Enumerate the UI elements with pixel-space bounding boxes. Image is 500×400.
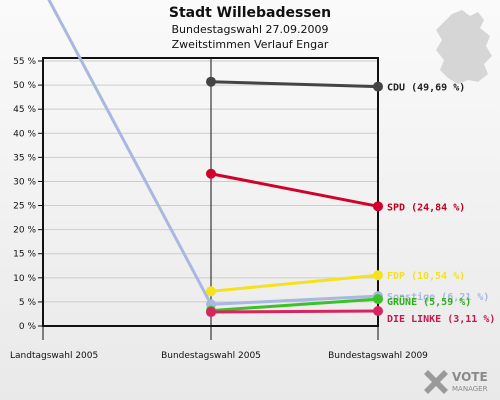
series-end-label: CDU (49,69 %) xyxy=(387,83,465,94)
y-tick-label: 35 % xyxy=(13,153,36,163)
data-point xyxy=(373,306,383,317)
series-layer xyxy=(47,0,383,318)
x-tick-label: Bundestagswahl 2005 xyxy=(161,351,261,361)
data-point xyxy=(206,76,216,87)
y-tick-label: 50 % xyxy=(13,81,36,91)
y-tick-label: 25 % xyxy=(13,202,36,212)
logo-text-bottom: MANAGER xyxy=(452,385,488,393)
y-tick-label: 30 % xyxy=(13,177,36,187)
series-end-label: Sonstige (6,21 %) xyxy=(387,291,489,303)
data-point xyxy=(206,286,216,297)
logo-text-top: VOTE xyxy=(452,370,488,384)
series-cdu xyxy=(206,76,383,92)
data-point xyxy=(373,81,383,92)
data-point xyxy=(373,201,383,212)
data-point xyxy=(206,168,216,179)
x-tick-label: Landtagswahl 2005 xyxy=(10,351,98,361)
y-tick-label: 20 % xyxy=(13,226,36,236)
y-tick-label: 0 % xyxy=(19,322,37,332)
germany-map-icon xyxy=(436,10,492,84)
series-labels: Sonstige (6,21 %) CDU (49,69 %) SPD (24,84… xyxy=(387,83,495,325)
series-end-label: SPD (24,84 %) xyxy=(387,202,465,213)
series-line xyxy=(210,80,379,89)
y-tick-label: 45 % xyxy=(13,105,36,115)
series-line xyxy=(210,309,379,314)
chart-subtitle: Bundestagswahl 27.09.2009 xyxy=(172,23,329,36)
data-point xyxy=(373,294,383,305)
y-tick-label: 10 % xyxy=(13,274,36,284)
vote-manager-logo: VOTE MANAGER xyxy=(424,370,488,394)
series-end-label: DIE LINKE (3,11 %) xyxy=(387,314,495,325)
x-axis: Landtagswahl 2005 Bundestagswahl 2005 Bund… xyxy=(10,58,428,361)
series-line xyxy=(210,172,379,208)
chart-subtitle-2: Zweitstimmen Verlauf Engar xyxy=(172,38,329,51)
series-spd xyxy=(206,168,383,212)
y-tick-label: 40 % xyxy=(13,129,36,139)
y-tick-label: 55 % xyxy=(13,57,36,67)
data-point xyxy=(373,270,383,281)
series-fdp xyxy=(206,270,383,297)
series-line xyxy=(210,297,379,313)
series-die-linke xyxy=(206,306,383,318)
x-tick-label: Bundestagswahl 2009 xyxy=(328,351,428,361)
y-tick-label: 15 % xyxy=(13,250,36,260)
series-end-label: FDP (10,54 %) xyxy=(387,271,465,282)
chart-title: Stadt Willebadessen xyxy=(169,5,331,21)
y-tick-label: 5 % xyxy=(19,298,37,308)
data-point xyxy=(206,307,216,318)
series-end-label: GRÜNE (5,59 %) xyxy=(387,294,471,308)
y-axis: 0 % 5 % 10 % 15 % 20 % 25 % 30 % 35 % 40 % 45 % 50… xyxy=(13,57,43,332)
series-line xyxy=(210,273,379,293)
plot-frame xyxy=(42,57,379,327)
